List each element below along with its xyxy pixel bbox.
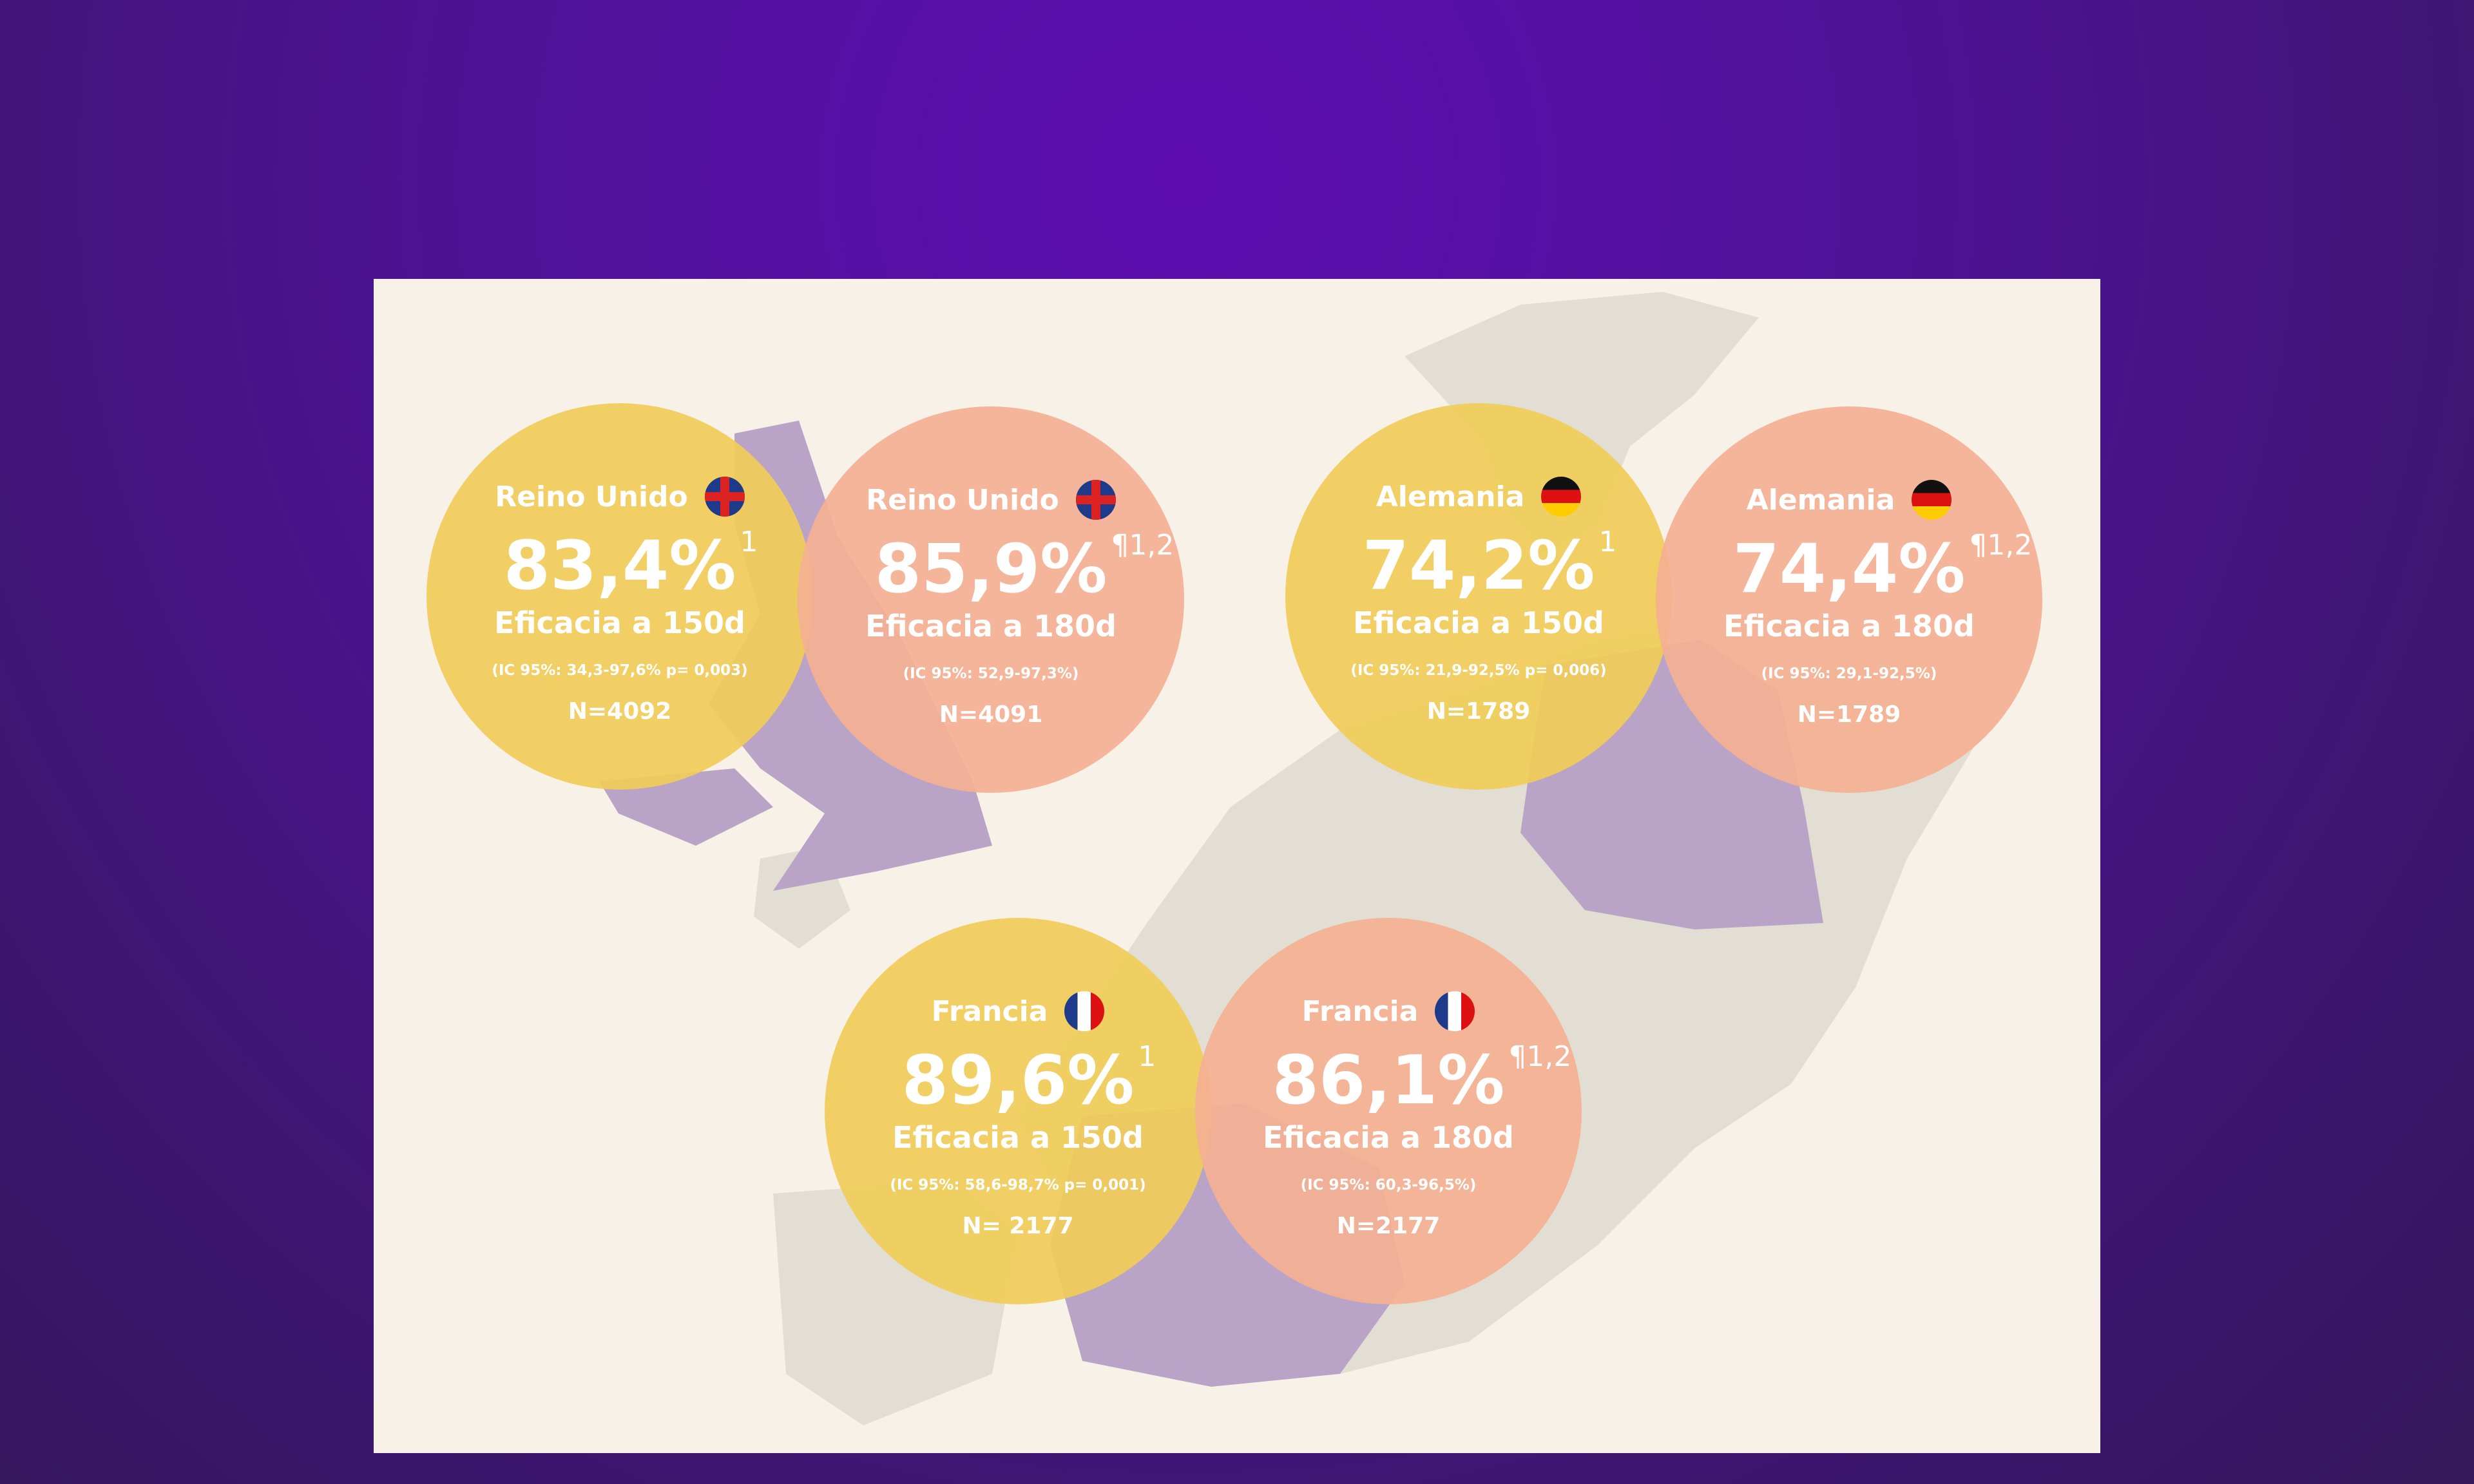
- efficacy-value: 89,6%: [901, 1041, 1135, 1119]
- efficacy-label: Eficacia a 150d: [494, 605, 745, 640]
- footnote-ref: 1: [1598, 526, 1617, 558]
- sample-size: N=1789: [1426, 698, 1531, 725]
- efficacy-value: 83,4%: [503, 526, 736, 605]
- country-name: Reino Unido: [866, 483, 1059, 517]
- germany-flag-icon: [1912, 480, 1952, 520]
- country-name: Francia: [931, 994, 1048, 1028]
- footnote-ref: ¶1,2: [1111, 529, 1175, 562]
- sample-size: N=4091: [939, 701, 1043, 728]
- country-name: Francia: [1301, 994, 1419, 1028]
- sample-size: N=1789: [1797, 701, 1901, 728]
- confidence-interval: (IC 95%: 60,3-96,5%): [1300, 1177, 1477, 1194]
- footnote-ref: 1: [740, 526, 758, 558]
- scandinavia-shape: [1405, 292, 1759, 556]
- efficacy-label: Eficacia a 180d: [1263, 1120, 1514, 1155]
- germany-180d-circle: Alemania 74,4% ¶1,2 Eficacia a 180d (IC 9…: [1656, 406, 2042, 793]
- efficacy-value: 86,1%: [1272, 1041, 1505, 1119]
- country-name: Reino Unido: [495, 480, 688, 513]
- efficacy-value: 74,4%: [1732, 529, 1966, 608]
- efficacy-label: Eficacia a 180d: [865, 609, 1117, 643]
- efficacy-label: Eficacia a 150d: [1353, 605, 1604, 640]
- uk-flag-icon: [1075, 480, 1116, 520]
- france-flag-icon: [1435, 991, 1475, 1031]
- efficacy-label: Eficacia a 150d: [892, 1120, 1144, 1155]
- infographic-card: Reino Unido 83,4% 1 Eficacia a 150d (IC 9…: [374, 279, 2100, 1453]
- france-flag-icon: [1064, 991, 1105, 1031]
- confidence-interval: (IC 95%: 21,9-92,5% p= 0,006): [1350, 662, 1607, 679]
- sample-size: N= 2177: [962, 1213, 1074, 1239]
- country-name: Alemania: [1746, 483, 1895, 517]
- uk-flag-icon: [704, 477, 745, 517]
- footnote-ref: 1: [1138, 1040, 1156, 1073]
- france-180d-circle: Francia 86,1% ¶1,2 Eficacia a 180d (IC 95…: [1195, 918, 1582, 1304]
- confidence-interval: (IC 95%: 52,9-97,3%): [903, 665, 1079, 682]
- uk-150d-circle: Reino Unido 83,4% 1 Eficacia a 150d (IC 9…: [427, 403, 813, 790]
- confidence-interval: (IC 95%: 34,3-97,6% p= 0,003): [492, 662, 748, 679]
- sample-size: N=2177: [1336, 1213, 1441, 1239]
- footnote-ref: ¶1,2: [1969, 529, 2033, 562]
- germany-flag-icon: [1541, 477, 1582, 517]
- efficacy-label: Eficacia a 180d: [1723, 609, 1975, 643]
- confidence-interval: (IC 95%: 58,6-98,7% p= 0,001): [890, 1177, 1146, 1194]
- germany-150d-circle: Alemania 74,2% 1 Eficacia a 150d (IC 95%:…: [1285, 403, 1672, 790]
- efficacy-value: 85,9%: [874, 529, 1108, 608]
- france-150d-circle: Francia 89,6% 1 Eficacia a 150d (IC 95%: …: [825, 918, 1211, 1304]
- efficacy-value: 74,2%: [1362, 526, 1595, 605]
- country-name: Alemania: [1376, 480, 1525, 513]
- sample-size: N=4092: [568, 698, 672, 725]
- footnote-ref: ¶1,2: [1508, 1040, 1572, 1073]
- uk-180d-circle: Reino Unido 85,9% ¶1,2 Eficacia a 180d (I…: [798, 406, 1184, 793]
- confidence-interval: (IC 95%: 29,1-92,5%): [1761, 665, 1937, 682]
